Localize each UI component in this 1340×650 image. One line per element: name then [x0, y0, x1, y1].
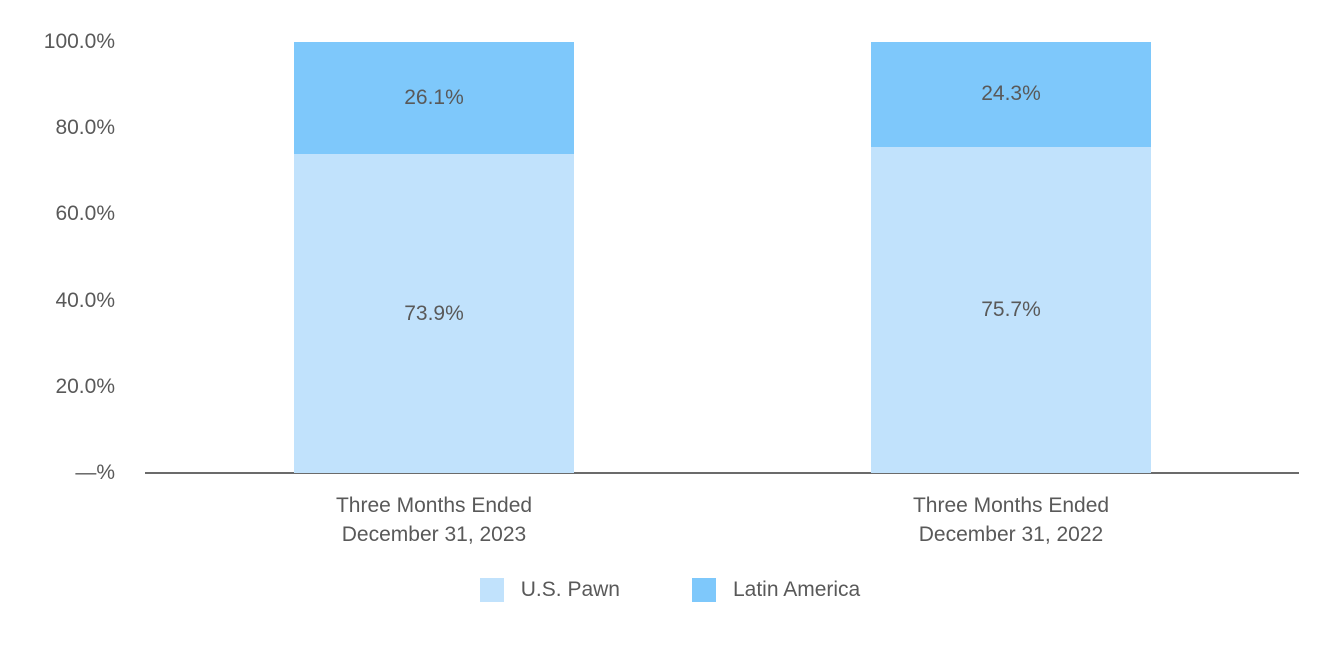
bar-2: 24.3% 75.7%	[871, 42, 1151, 473]
y-axis-tick-label: 100.0%	[43, 30, 115, 53]
legend-swatch-u-s-pawn	[479, 578, 504, 602]
y-axis-tick-label: —%	[75, 461, 115, 484]
x-axis-category-label: Three Months Ended December 31, 2023	[274, 491, 594, 549]
x-axis-category-label-line: Three Months Ended	[335, 494, 533, 517]
bar-segment-value-label: 26.1%	[404, 86, 464, 110]
bar-segment-value-label: 24.3%	[981, 82, 1041, 106]
legend-label: U.S. Pawn	[520, 578, 620, 601]
legend-swatch-latin-america	[691, 578, 716, 602]
x-axis-category-label-line: December 31, 2022	[918, 523, 1104, 546]
x-axis-line	[145, 472, 1299, 474]
legend-item-u-s-pawn: U.S. Pawn	[479, 578, 620, 602]
y-axis-tick-label: 20.0%	[55, 374, 115, 398]
legend-item-latin-america: Latin America	[691, 578, 861, 602]
bar-segment-latin-america: 24.3%	[871, 42, 1151, 147]
bar-segment-u-s-pawn: 75.7%	[871, 146, 1151, 473]
bar-segment-u-s-pawn: 73.9%	[294, 154, 574, 473]
y-axis-tick-label: 80.0%	[55, 116, 115, 140]
x-axis-category-label-line: Three Months Ended	[912, 494, 1110, 517]
bar-segment-value-label: 75.7%	[981, 297, 1041, 321]
bar-segment-value-label: 73.9%	[404, 301, 464, 325]
x-axis-category-label: Three Months Ended December 31, 2022	[851, 491, 1171, 549]
legend-label: Latin America	[732, 578, 861, 601]
x-axis-category-label-line: December 31, 2023	[341, 523, 527, 546]
y-axis-tick-label: 60.0%	[55, 202, 115, 226]
y-axis-tick-label: 40.0%	[55, 288, 115, 312]
bar-segment-latin-america: 26.1%	[294, 42, 574, 155]
bar-1: 26.1% 73.9%	[294, 42, 574, 473]
legend: U.S. Pawn Latin America	[0, 578, 1340, 602]
